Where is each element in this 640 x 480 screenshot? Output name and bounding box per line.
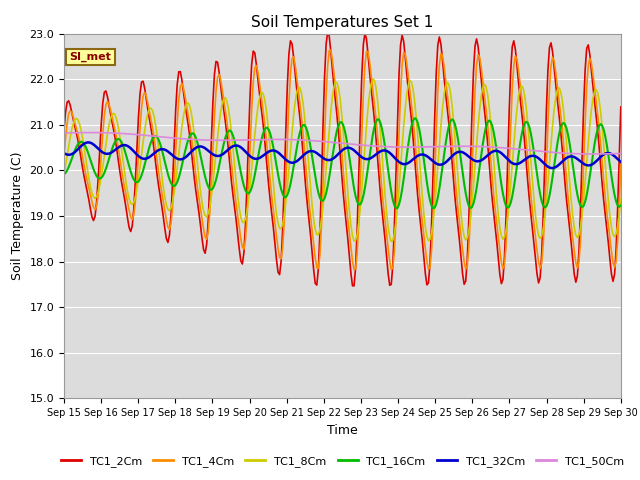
Legend: TC1_2Cm, TC1_4Cm, TC1_8Cm, TC1_16Cm, TC1_32Cm, TC1_50Cm: TC1_2Cm, TC1_4Cm, TC1_8Cm, TC1_16Cm, TC1…: [56, 451, 628, 471]
TC1_32Cm: [548, 165, 556, 171]
Line: TC1_32Cm: TC1_32Cm: [64, 143, 621, 168]
Line: TC1_8Cm: TC1_8Cm: [64, 79, 621, 241]
TC1_2Cm: [303, 204, 311, 209]
TC1_16Cm: [617, 203, 625, 208]
TC1_4Cm: [327, 47, 335, 53]
TC1_50Cm: [255, 137, 263, 143]
TC1_4Cm: [350, 267, 358, 273]
TC1_32Cm: [60, 150, 68, 156]
Line: TC1_2Cm: TC1_2Cm: [64, 32, 621, 286]
TC1_8Cm: [589, 96, 596, 102]
TC1_16Cm: [129, 173, 136, 179]
TC1_32Cm: [228, 144, 236, 150]
TC1_50Cm: [130, 132, 138, 137]
TC1_50Cm: [617, 151, 625, 156]
TC1_8Cm: [60, 171, 68, 177]
TC1_50Cm: [88, 130, 96, 135]
Y-axis label: Soil Temperature (C): Soil Temperature (C): [11, 152, 24, 280]
TC1_32Cm: [130, 148, 138, 154]
TC1_8Cm: [303, 148, 311, 154]
TC1_8Cm: [254, 104, 262, 110]
X-axis label: Time: Time: [327, 424, 358, 437]
TC1_4Cm: [60, 154, 68, 159]
Line: TC1_4Cm: TC1_4Cm: [64, 50, 621, 270]
TC1_16Cm: [244, 191, 252, 196]
Title: Soil Temperatures Set 1: Soil Temperatures Set 1: [252, 15, 433, 30]
TC1_16Cm: [429, 205, 437, 211]
TC1_2Cm: [129, 223, 136, 229]
TC1_8Cm: [369, 76, 376, 82]
TC1_16Cm: [589, 152, 596, 158]
TC1_4Cm: [254, 69, 262, 75]
TC1_8Cm: [387, 239, 395, 244]
TC1_50Cm: [589, 151, 596, 157]
TC1_2Cm: [324, 29, 332, 35]
TC1_2Cm: [589, 84, 596, 89]
TC1_16Cm: [411, 115, 419, 121]
TC1_16Cm: [303, 129, 311, 135]
TC1_8Cm: [617, 196, 625, 202]
TC1_50Cm: [305, 137, 313, 143]
Line: TC1_50Cm: TC1_50Cm: [64, 132, 621, 154]
TC1_50Cm: [60, 130, 68, 136]
TC1_4Cm: [129, 216, 136, 222]
TC1_32Cm: [246, 153, 254, 159]
TC1_2Cm: [617, 104, 625, 110]
TC1_50Cm: [246, 137, 254, 143]
TC1_2Cm: [244, 134, 252, 140]
TC1_16Cm: [226, 128, 234, 133]
TC1_32Cm: [617, 159, 625, 165]
TC1_4Cm: [589, 71, 596, 76]
TC1_50Cm: [228, 137, 236, 143]
Text: SI_met: SI_met: [70, 52, 111, 62]
TC1_32Cm: [589, 161, 596, 167]
TC1_16Cm: [254, 155, 262, 161]
TC1_8Cm: [244, 197, 252, 203]
TC1_4Cm: [617, 161, 625, 167]
TC1_8Cm: [129, 202, 136, 207]
TC1_32Cm: [255, 155, 263, 161]
TC1_2Cm: [350, 283, 358, 289]
TC1_4Cm: [303, 183, 311, 189]
TC1_50Cm: [588, 151, 595, 157]
TC1_2Cm: [254, 76, 262, 82]
TC1_32Cm: [305, 149, 313, 155]
TC1_4Cm: [244, 181, 252, 187]
TC1_8Cm: [226, 117, 234, 122]
Line: TC1_16Cm: TC1_16Cm: [64, 118, 621, 208]
TC1_2Cm: [226, 163, 234, 169]
TC1_4Cm: [226, 145, 234, 151]
TC1_2Cm: [60, 127, 68, 133]
TC1_32Cm: [85, 140, 93, 145]
TC1_16Cm: [60, 171, 68, 177]
